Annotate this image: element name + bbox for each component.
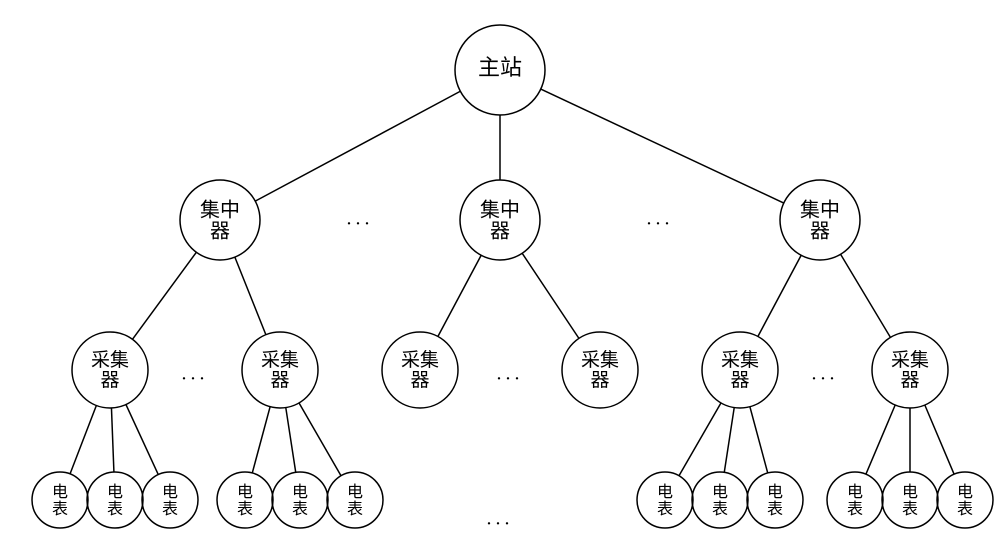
node-label: 电表 bbox=[712, 483, 728, 518]
edge bbox=[679, 403, 721, 476]
tree-node-meter: 电表 bbox=[692, 472, 748, 528]
tree-node-concentrator: 集中器 bbox=[780, 180, 860, 260]
edge bbox=[286, 408, 296, 473]
node-label: 电表 bbox=[52, 483, 68, 518]
edge bbox=[252, 407, 270, 473]
ellipsis: ... bbox=[647, 208, 674, 230]
tree-node-root: 主站 bbox=[455, 25, 545, 115]
edge bbox=[70, 405, 96, 473]
node-label: 集中器 bbox=[200, 198, 240, 242]
edge bbox=[541, 89, 784, 203]
ellipsis: ... bbox=[812, 363, 839, 385]
tree-node-collector: 采集器 bbox=[72, 332, 148, 408]
tree-node-meter: 电表 bbox=[882, 472, 938, 528]
edge bbox=[235, 257, 266, 335]
node-label: 集中器 bbox=[800, 198, 840, 242]
tree-node-collector: 采集器 bbox=[562, 332, 638, 408]
tree-node-collector: 采集器 bbox=[872, 332, 948, 408]
tree-node-meter: 电表 bbox=[87, 472, 143, 528]
edge bbox=[438, 255, 481, 336]
edge bbox=[866, 405, 895, 474]
tree-node-collector: 采集器 bbox=[242, 332, 318, 408]
tree-node-collector: 采集器 bbox=[382, 332, 458, 408]
edge bbox=[522, 253, 579, 338]
tree-node-concentrator: 集中器 bbox=[460, 180, 540, 260]
node-label: 电表 bbox=[957, 483, 973, 518]
tree-node-meter: 电表 bbox=[937, 472, 993, 528]
tree-node-meter: 电表 bbox=[272, 472, 328, 528]
tree-node-meter: 电表 bbox=[217, 472, 273, 528]
edge bbox=[126, 405, 158, 475]
edges-layer bbox=[70, 89, 954, 476]
tree-node-meter: 电表 bbox=[32, 472, 88, 528]
tree-diagram: 主站集中器 集中器 集中器采集器 采集器 采集器 采集器 采集器 采集器电表 电表 电表 电表 电表 电… bbox=[0, 0, 1000, 559]
node-label: 集中器 bbox=[480, 198, 520, 242]
node-label: 电表 bbox=[767, 483, 783, 518]
tree-node-collector: 采集器 bbox=[702, 332, 778, 408]
tree-node-meter: 电表 bbox=[747, 472, 803, 528]
edge bbox=[255, 91, 460, 201]
node-label: 采集器 bbox=[721, 349, 759, 391]
node-label: 电表 bbox=[347, 483, 363, 518]
node-label: 采集器 bbox=[261, 349, 299, 391]
edge bbox=[111, 408, 113, 472]
node-label: 电表 bbox=[902, 483, 918, 518]
tree-node-meter: 电表 bbox=[637, 472, 693, 528]
node-label: 电表 bbox=[847, 483, 863, 518]
edge bbox=[758, 255, 801, 336]
node-label: 电表 bbox=[657, 483, 673, 518]
edge bbox=[299, 403, 341, 476]
node-label: 采集器 bbox=[401, 349, 439, 391]
ellipsis: ... bbox=[182, 363, 209, 385]
edge bbox=[841, 254, 891, 337]
tree-node-concentrator: 集中器 bbox=[180, 180, 260, 260]
node-label: 采集器 bbox=[581, 349, 619, 391]
ellipsis: ... bbox=[487, 508, 514, 530]
edge bbox=[750, 407, 768, 473]
node-label: 采集器 bbox=[891, 349, 929, 391]
node-label: 主站 bbox=[478, 55, 522, 80]
ellipsis: ... bbox=[497, 363, 524, 385]
node-label: 电表 bbox=[162, 483, 178, 518]
node-label: 电表 bbox=[107, 483, 123, 518]
node-label: 电表 bbox=[292, 483, 308, 518]
edge bbox=[925, 405, 954, 474]
tree-node-meter: 电表 bbox=[327, 472, 383, 528]
edge bbox=[724, 408, 734, 473]
node-label: 电表 bbox=[237, 483, 253, 518]
ellipsis: ... bbox=[347, 208, 374, 230]
nodes-layer: 主站集中器 集中器 集中器采集器 采集器 采集器 采集器 采集器 采集器电表 电表 电表 电表 电表 电… bbox=[32, 25, 993, 528]
tree-node-meter: 电表 bbox=[827, 472, 883, 528]
tree-node-meter: 电表 bbox=[142, 472, 198, 528]
edge bbox=[132, 252, 196, 339]
node-label: 采集器 bbox=[91, 349, 129, 391]
